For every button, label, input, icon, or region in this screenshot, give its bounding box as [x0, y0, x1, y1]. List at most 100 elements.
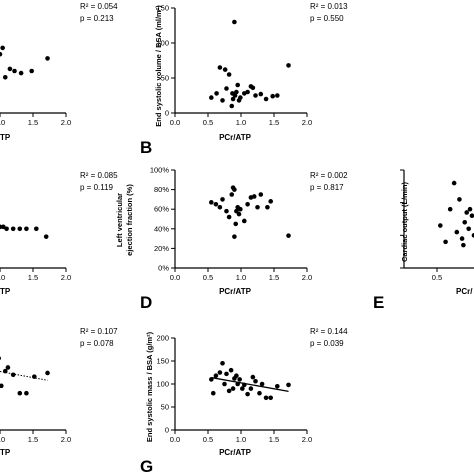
panel-b-data-point: [217, 65, 223, 70]
panel-left-bot-plot: 1.0 1.5 2.0: [0, 356, 71, 444]
panel-left-bot-data-point: [45, 370, 50, 376]
panel-g: 0.0 0.5 1.0 1.5 2.0 0 50 100 150 200 R² = 0.144 p…: [140, 327, 348, 474]
panel-left-top-xlabel: TP: [0, 133, 11, 142]
panel-g-y-tick-label: 150: [156, 357, 169, 366]
panel-e-x-tick-label: 0.5: [432, 273, 442, 282]
panel-left-top-data-point: [7, 66, 13, 72]
panel-e: 0.5 Cardiac output (L/min) PCr/ E: [373, 169, 474, 312]
panel-d-data-point: [265, 204, 270, 210]
panel-left-mid-r2: R² = 0.085: [80, 171, 118, 180]
panel-d-data-point: [236, 211, 242, 217]
panel-e-ylabel: Cardiac output (L/min): [400, 182, 409, 262]
panel-left-top-x-tick-label: 1.0: [0, 118, 5, 127]
panel-b-plot: 0.0 0.5 1.0 1.5 2.0 0 50 100 150: [156, 4, 312, 128]
panel-b-data-point: [230, 96, 236, 102]
panel-g-data-point: [222, 381, 227, 387]
panel-g-data-point: [253, 378, 258, 384]
panel-d-y-tick-label: 0%: [158, 264, 169, 273]
panel-b-data-point: [286, 63, 291, 68]
panel-g-r2: R² = 0.144: [310, 327, 348, 336]
panel-b-x-tick-label: 2.0: [302, 118, 312, 127]
panel-left-bot-data-point: [0, 383, 4, 389]
panel-left-top-plot: 1.0 1.5 2.0: [0, 45, 71, 127]
panel-left-mid-data-point: [43, 234, 49, 239]
panel-g-y-tick-label: 100: [156, 380, 169, 389]
panel-left-bot-data-point: [2, 368, 8, 374]
panel-left-bot-trendline: [0, 370, 48, 381]
panel-d-plot: 0.0 0.5 1.0 1.5 2.0 0% 20% 40% 60% 80% 100%: [150, 166, 312, 283]
panel-d-data-point: [233, 221, 239, 227]
panel-d-ylabel-line2: ejection fraction (%): [125, 184, 134, 256]
panel-left-mid-plot: 1.0 1.5 2.0: [0, 224, 71, 282]
panel-g-data-point: [268, 395, 274, 401]
panel-g-data-point: [230, 386, 236, 391]
panel-d-data-point: [217, 204, 223, 210]
panel-e-data-point: [466, 226, 471, 232]
panel-left-mid: 1.0 1.5 2.0 R² = 0.085 p = 0.119 TP: [0, 171, 118, 296]
panel-e-data-point: [438, 223, 443, 228]
panel-g-ylabel: End systolic mass / BSA (g/m²): [145, 331, 154, 442]
panel-g-data-point: [226, 388, 232, 394]
panel-e-data-point: [471, 233, 474, 238]
panel-e-label: E: [373, 293, 384, 312]
panel-g-data-point: [250, 374, 256, 380]
panel-left-mid-data-point: [17, 226, 23, 232]
panel-b-data-point: [245, 89, 250, 95]
panel-left-top-data-point: [0, 45, 5, 51]
panel-g-xlabel: PCr/ATP: [219, 448, 252, 457]
panel-left-top-data-point: [18, 70, 24, 76]
panel-g-x-tick-label: 0.5: [203, 435, 213, 444]
panel-b-data-point: [214, 91, 219, 96]
panel-left-top-data-point: [2, 75, 8, 80]
panel-left-top: 1.0 1.5 2.0 R² = 0.054 p = 0.213 TP: [0, 2, 118, 142]
panel-b-xlabel: PCr/ATP: [219, 133, 252, 142]
panel-b-x-tick-label: 0.5: [203, 118, 213, 127]
panel-d-data-point: [232, 187, 237, 192]
panel-g-data-point: [217, 370, 223, 375]
panel-g-label: G: [140, 457, 153, 474]
panel-left-bot-data-point: [17, 390, 23, 396]
panel-d-data-point: [234, 208, 239, 214]
panel-left-top-x-tick-label: 2.0: [61, 118, 71, 127]
panel-left-bot-x-tick-label: 1.0: [0, 435, 5, 444]
panel-left-top-x-tick-label: 1.5: [28, 118, 38, 127]
panel-b-data-point: [263, 96, 269, 102]
panel-d-x-tick-label: 0.0: [170, 273, 180, 282]
panel-d-data-point: [245, 202, 250, 207]
panel-g-data-point: [259, 381, 265, 387]
panel-d: 0.0 0.5 1.0 1.5 2.0 0% 20% 40% 60% 80% 100% R² = 0…: [115, 166, 348, 313]
panel-b-r2: R² = 0.013: [310, 2, 348, 11]
panel-left-mid-p: p = 0.119: [80, 183, 114, 192]
panel-g-data-point: [263, 395, 269, 401]
panel-g-y-tick-label: 0: [165, 426, 169, 435]
panel-d-x-tick-label: 2.0: [302, 273, 312, 282]
panel-b-data-point: [253, 93, 258, 98]
panel-g-data-point: [257, 390, 262, 396]
panel-b-ylabel: End systolic volume / BSA (ml/m²): [154, 5, 163, 127]
panel-d-ylabel-line1: Left ventricular: [115, 193, 124, 247]
panel-g-data-point: [240, 386, 245, 391]
panel-left-top-data-point: [12, 68, 17, 74]
panel-b-data-point: [238, 95, 243, 100]
panel-b-y-tick-label: 0: [165, 109, 169, 118]
panel-d-data-point: [232, 234, 237, 239]
panel-left-mid-data-point: [24, 226, 29, 232]
panel-g-data-point: [235, 381, 240, 387]
panel-g-data-point: [213, 373, 219, 379]
panel-b-data-point: [222, 67, 228, 72]
panel-b-x-tick-label: 1.0: [236, 118, 246, 127]
panel-b-x-tick-label: 0.0: [170, 118, 180, 127]
panel-b-y-tick-label: 100: [156, 39, 169, 48]
panel-b-data-point: [224, 86, 229, 91]
panel-d-data-point: [268, 199, 274, 204]
panel-left-mid-x-tick-label: 2.0: [61, 273, 71, 282]
panel-left-bot-data-point: [32, 374, 37, 379]
panel-e-data-point: [443, 239, 448, 245]
panel-left-bot-x-tick-label: 1.5: [28, 435, 38, 444]
panel-g-plot: 0.0 0.5 1.0 1.5 2.0 0 50 100 150 200: [156, 334, 312, 445]
panel-d-data-point: [255, 204, 260, 210]
panel-b-label: B: [140, 138, 152, 157]
panel-g-data-point: [209, 377, 214, 382]
panel-left-bot-data-point: [0, 356, 1, 361]
panel-left-mid-x-tick-label: 1.0: [0, 273, 5, 282]
